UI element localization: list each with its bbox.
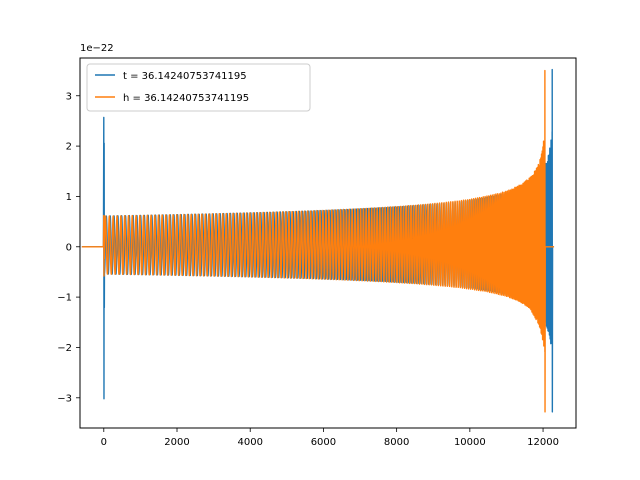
legend-label-h: h = 36.14240753741195 xyxy=(123,93,249,104)
series-layer xyxy=(81,68,555,413)
legend: t = 36.14240753741195 h = 36.14240753741… xyxy=(86,63,311,112)
y-offset-label: 1e−22 xyxy=(80,43,114,54)
x-tick-label: 6000 xyxy=(311,437,336,448)
x-tick-label: 12000 xyxy=(527,437,559,448)
x-tick-label: 8000 xyxy=(384,437,409,448)
y-axis: −3 −2 −1 0 1 2 3 xyxy=(57,91,80,404)
y-tick-label: 3 xyxy=(66,91,72,102)
x-tick-label: 0 xyxy=(101,437,107,448)
x-tick-label: 10000 xyxy=(454,437,486,448)
y-tick-label: 1 xyxy=(66,192,72,203)
x-tick-label: 4000 xyxy=(237,437,262,448)
plot-frame xyxy=(79,57,577,429)
series-line-h xyxy=(81,69,555,413)
y-tick-label: 2 xyxy=(66,142,72,153)
y-tick-label: −3 xyxy=(57,393,72,404)
legend-label-t: t = 36.14240753741195 xyxy=(123,71,247,82)
y-tick-label: −1 xyxy=(57,293,72,304)
x-axis: 0 2000 4000 6000 8000 10000 12000 xyxy=(101,428,559,448)
y-tick-label: −2 xyxy=(57,343,72,354)
legend-box xyxy=(86,63,311,112)
y-tick-label: 0 xyxy=(66,242,72,253)
x-tick-label: 2000 xyxy=(164,437,189,448)
